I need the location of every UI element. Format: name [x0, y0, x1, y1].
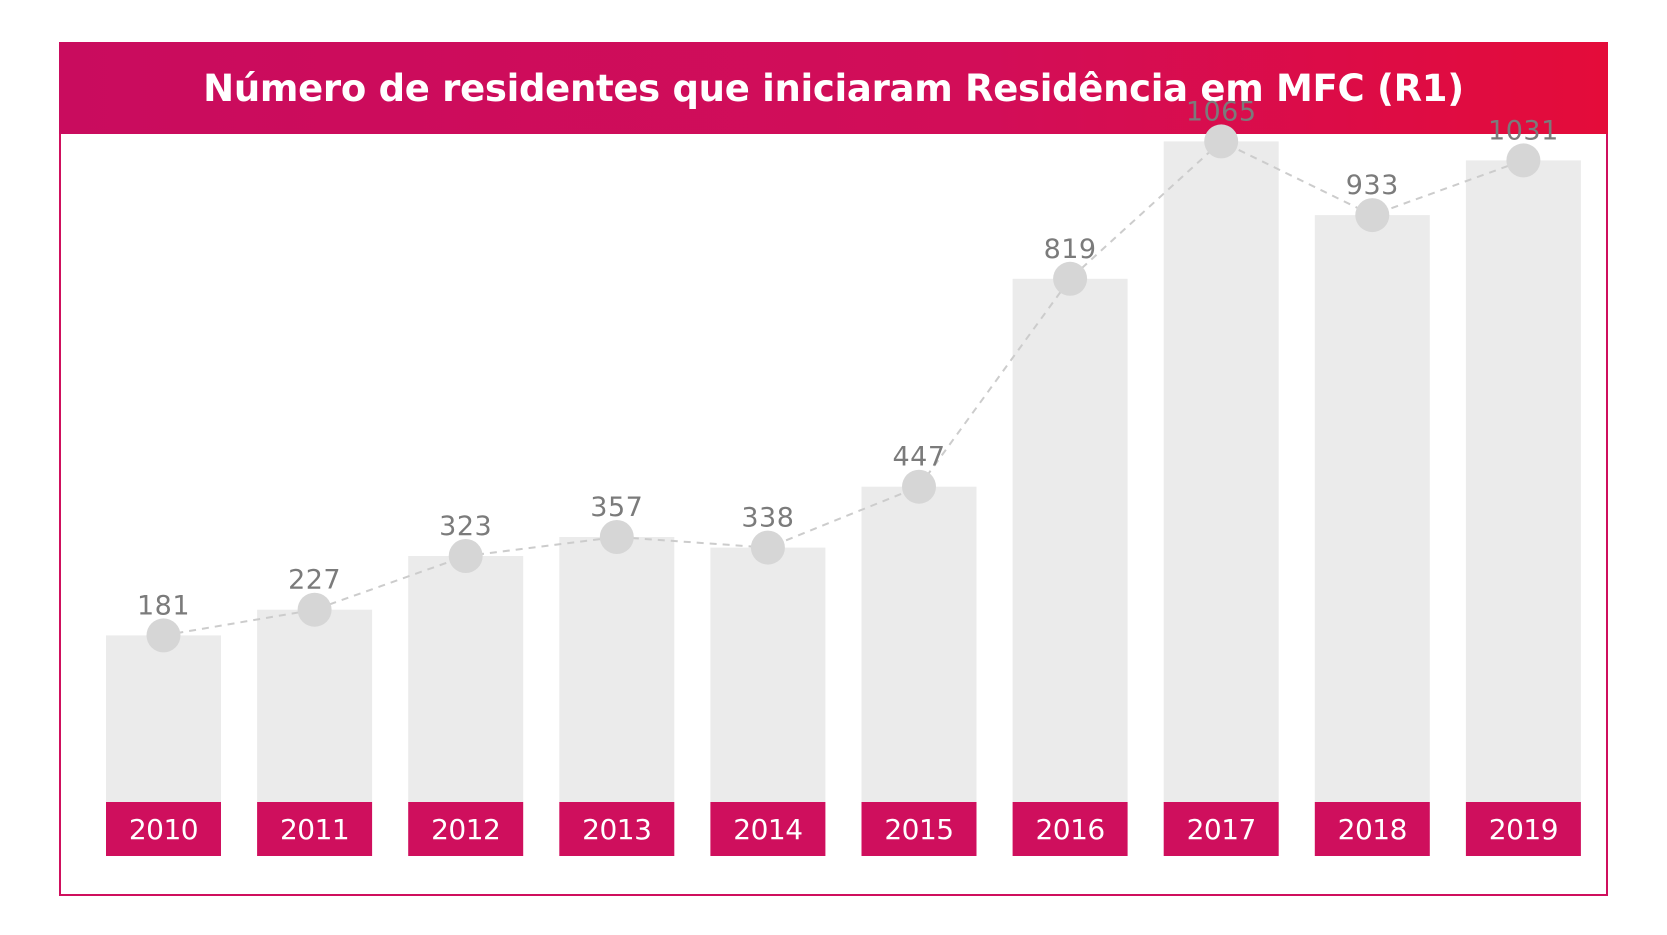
x-tick-label: 2018 [1338, 813, 1407, 846]
category-box-2011 [257, 802, 373, 856]
data-label: 819 [1044, 234, 1097, 265]
bar-2012 [408, 556, 524, 802]
marker-2011 [297, 592, 332, 627]
data-label: 323 [439, 511, 492, 542]
marker-2019 [1506, 143, 1541, 178]
marker-2010 [146, 618, 181, 653]
title-bar: Número de residentes que iniciaram Resid… [59, 42, 1608, 134]
bars [106, 141, 1581, 803]
bar-2013 [559, 537, 675, 802]
x-tick-label: 2013 [582, 813, 651, 846]
category-box-2014 [710, 802, 826, 856]
category-box-2010 [106, 802, 221, 856]
category-box-2016 [1012, 802, 1128, 856]
bar-2010 [106, 635, 221, 802]
marker-2017 [1204, 124, 1239, 159]
bar-2018 [1314, 215, 1430, 803]
marker-2018 [1355, 198, 1390, 233]
x-tick-label: 2015 [884, 813, 953, 846]
x-tick-label: 2010 [129, 813, 198, 846]
data-label: 1065 [1186, 96, 1257, 127]
bar-2015 [861, 486, 977, 802]
data-label: 338 [741, 503, 794, 534]
bar-2016 [1012, 278, 1128, 802]
marker-2016 [1053, 261, 1088, 296]
markers [146, 124, 1541, 653]
value-labels: 181 227 323 357 338 447 819 1065 933 1031 [137, 96, 1559, 621]
data-label: 447 [892, 442, 945, 473]
category-box-2013 [559, 802, 675, 856]
x-tick-label: 2016 [1035, 813, 1104, 846]
marker-2014 [750, 530, 785, 565]
marker-2015 [902, 469, 936, 504]
x-tick-label: 2017 [1187, 813, 1256, 846]
bar-2011 [257, 609, 373, 802]
x-tick-label: 2019 [1489, 813, 1558, 846]
x-tick-label: 2012 [431, 813, 500, 846]
category-box-2012 [408, 802, 524, 856]
chart-title: Número de residentes que iniciaram Resid… [203, 66, 1464, 110]
category-boxes: 2010 2011 2012 2013 2014 2015 2016 2017 2018 2019 [106, 802, 1581, 856]
bar-2017 [1163, 141, 1279, 802]
marker-2013 [599, 520, 634, 554]
x-tick-label: 2014 [733, 813, 802, 846]
category-box-2017 [1163, 802, 1279, 856]
data-label: 933 [1346, 170, 1399, 201]
category-box-2018 [1314, 802, 1430, 856]
marker-2012 [448, 539, 483, 573]
data-label: 357 [590, 492, 643, 523]
data-label: 227 [288, 565, 341, 596]
category-box-2015 [861, 802, 977, 856]
bar-2019 [1465, 160, 1581, 802]
data-label: 1031 [1488, 115, 1559, 146]
category-box-2019 [1465, 802, 1581, 856]
x-tick-label: 2011 [280, 813, 349, 846]
bar-2014 [710, 547, 826, 802]
data-label: 181 [137, 590, 190, 621]
